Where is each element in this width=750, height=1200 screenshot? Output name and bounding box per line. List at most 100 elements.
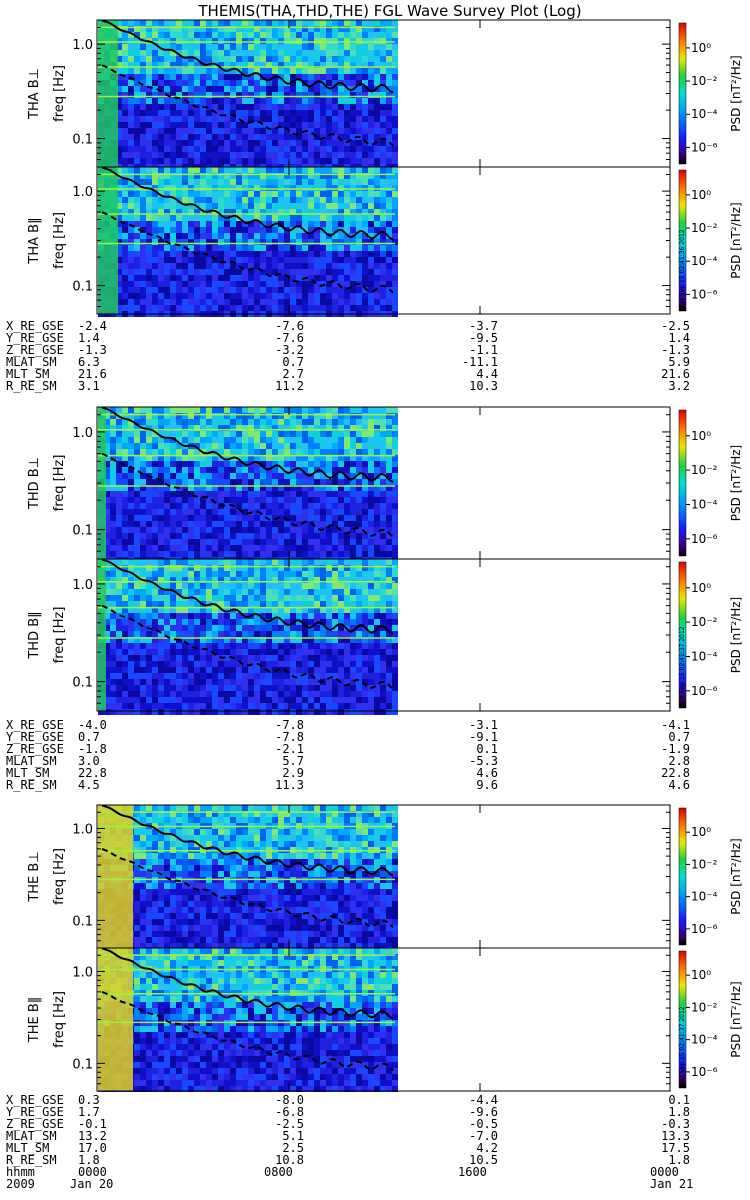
colorbar-tick-label: 10⁰ (691, 429, 711, 443)
ephemeris-value: -4.4 (469, 1093, 498, 1107)
date-label: Jan 21 (650, 1177, 694, 1191)
panel-yunit: freq [Hz] (52, 848, 67, 905)
colorbar-label: PSD [nT²/Hz] (729, 597, 743, 673)
ephemeris-value: 10.8 (275, 1153, 304, 1167)
ephemeris-value: 9.6 (476, 778, 498, 792)
ephemeris-row-label: MLT_SM (6, 766, 50, 780)
ephemeris-value: -0.3 (661, 1117, 690, 1131)
colorbar-label: PSD [nT²/Hz] (729, 55, 743, 131)
colorbar-tick-label: 10⁰ (691, 581, 711, 595)
colorbar (678, 561, 687, 709)
y-tick-label: 1.0 (72, 965, 93, 980)
ephemeris-value: -3.1 (469, 718, 498, 732)
colorbar-tick-label: 10⁻⁴ (691, 649, 718, 663)
ephemeris-value: 5.1 (282, 1129, 304, 1143)
colorbar (678, 409, 687, 557)
ephemeris-value: -1.3 (661, 343, 690, 357)
time-tick-label: 0000 (650, 1165, 679, 1179)
gyrofreq-curve-dashed-0 (101, 64, 394, 147)
ephemeris-value: -2.5 (661, 319, 690, 333)
colorbar (678, 807, 687, 946)
ephemeris-value: 1.8 (668, 1105, 690, 1119)
ephemeris-value: 2.9 (282, 766, 304, 780)
ephemeris-value: 17.0 (78, 1141, 107, 1155)
date-stamp: Sat Sep 15 02:41:37 2012 (679, 626, 686, 705)
ephemeris-value: 10.3 (469, 379, 498, 393)
ephemeris-value: 4.5 (78, 778, 100, 792)
ephemeris-value: 5.9 (668, 355, 690, 369)
ephemeris-value: 6.3 (78, 355, 100, 369)
y-tick-label: 1.0 (72, 185, 93, 200)
gyrofreq-curve-solid-2 (101, 406, 394, 483)
plot-title: THEMIS(THA,THD,THE) FGL Wave Survey Plot… (198, 2, 582, 20)
colorbar-label: PSD [nT²/Hz] (729, 202, 743, 278)
y-tick-label: 0.1 (72, 676, 93, 691)
date-stamp: Sat Sep 15 02:41:37 2012 (679, 1006, 686, 1085)
colorbar-tick-label: 10⁻⁴ (691, 497, 718, 511)
ephemeris-value: -6.8 (275, 1105, 304, 1119)
colorbar-tick-label: 10⁻⁴ (691, 1033, 718, 1047)
y-tick-label: 0.1 (72, 524, 93, 539)
ephemeris-value: -7.6 (275, 331, 304, 345)
ephemeris-value: -7.6 (275, 319, 304, 333)
ephemeris-row-label: Z_RE_GSE (6, 1117, 64, 1131)
gyrofreq-curve-solid-5 (101, 947, 394, 1020)
gyrofreq-curve-solid-3 (101, 558, 394, 635)
ephemeris-value: -7.8 (275, 718, 304, 732)
colorbar-tick-label: 10⁻² (691, 857, 718, 871)
ephemeris-value: 4.4 (476, 367, 498, 381)
spectrogram-panel-0: 1.0 0.1 THA B⊥ freq [Hz] 10⁰ 10⁻² 10⁻⁴ 10⁻⁶ PSD … (27, 19, 743, 170)
ephemeris-value: -2.5 (275, 1117, 304, 1131)
colorbar (678, 169, 687, 312)
gyrofreq-curve-solid-4 (101, 804, 394, 877)
y-tick-label: 1.0 (72, 426, 93, 441)
colorbar-tick-label: 10⁻² (691, 1000, 718, 1014)
ephemeris-value: 1.4 (78, 331, 100, 345)
spectrogram-panel-2: 1.0 0.1 THD B⊥ freq [Hz] 10⁰ 10⁻² 10⁻⁴ 10⁻⁶ PSD … (27, 406, 743, 563)
ephemeris-value: 17.5 (661, 1141, 690, 1155)
colorbar-tick-label: 10⁻² (691, 463, 718, 477)
colorbar-label: PSD [nT²/Hz] (729, 981, 743, 1057)
ephemeris-value: -5.3 (469, 754, 498, 768)
ephemeris-row-label: MLT_SM (6, 1141, 50, 1155)
ephemeris-row-label: X_RE_GSE (6, 1093, 64, 1107)
ephemeris-row-label: MLAT_SM (6, 754, 57, 768)
ephemeris-value: 3.0 (78, 754, 100, 768)
colorbar-tick-label: 10⁻² (691, 615, 718, 629)
ephemeris-value: -9.1 (469, 730, 498, 744)
ephemeris-value: 22.8 (661, 766, 690, 780)
ephemeris-value: -4.1 (661, 718, 690, 732)
ephemeris-row-label: R_RE_SM (6, 379, 57, 393)
colorbar-tick-label: 10⁻⁶ (691, 922, 718, 936)
gyrofreq-curve-solid-0 (101, 19, 394, 94)
gyrofreq-curve-dashed-3 (101, 604, 394, 690)
ephemeris-row-label: Z_RE_GSE (6, 742, 64, 756)
ephemeris-value: 22.8 (78, 766, 107, 780)
colorbar-tick-label: 10⁰ (691, 968, 711, 982)
y-tick-label: 1.0 (72, 578, 93, 593)
ephemeris-value: 0.3 (78, 1093, 100, 1107)
ephemeris-value: 2.7 (282, 367, 304, 381)
ephemeris-value: 4.2 (476, 1141, 498, 1155)
colorbar-tick-label: 10⁻⁶ (691, 684, 718, 698)
colorbar-label: PSD [nT²/Hz] (729, 838, 743, 914)
ephemeris-row-label: Y_RE_GSE (6, 1105, 64, 1119)
ephemeris-value: 3.1 (78, 379, 100, 393)
y-tick-label: 0.1 (72, 133, 93, 148)
ephemeris-value: 10.5 (469, 1153, 498, 1167)
colorbar-tick-label: 10⁰ (691, 825, 711, 839)
y-tick-label: 0.1 (72, 280, 93, 295)
colorbar (678, 22, 687, 165)
year-label: 2009 (6, 1177, 35, 1191)
y-tick-label: 1.0 (72, 38, 93, 53)
ephemeris-row-label: R_RE_SM (6, 778, 57, 792)
ephemeris-value: 11.2 (275, 379, 304, 393)
y-tick-label: 0.1 (72, 1057, 93, 1072)
date-label: Jan 20 (70, 1177, 114, 1191)
ephemeris-value: -3.7 (469, 319, 498, 333)
ephemeris-value: -2.4 (78, 319, 107, 333)
panel-ylabel: THA B‖ (27, 217, 42, 264)
ephemeris-value: 0.1 (668, 1093, 690, 1107)
spectrogram-panel-4: 1.0 0.1 THE B⊥ freq [Hz] 10⁰ 10⁻² 10⁻⁴ 10⁻⁶ PSD … (27, 804, 743, 949)
ephemeris-value: 13.3 (661, 1129, 690, 1143)
